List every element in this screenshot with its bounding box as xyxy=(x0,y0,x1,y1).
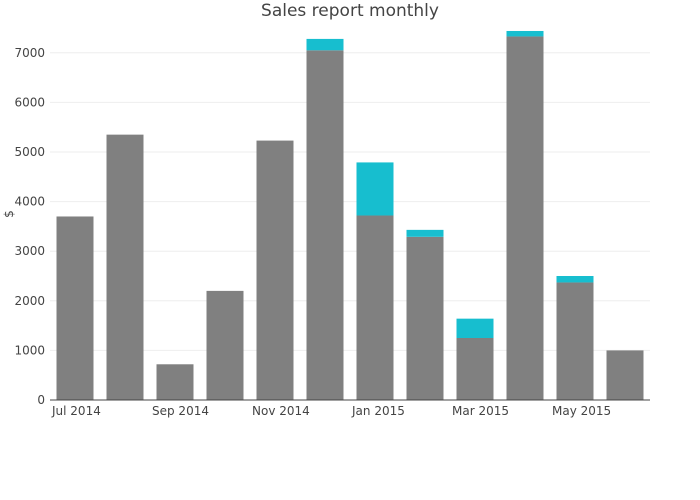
y-tick-label: 4000 xyxy=(14,195,45,209)
y-tick-label: 5000 xyxy=(14,145,45,159)
bar-series-1 xyxy=(106,134,144,400)
bar-series-2 xyxy=(406,229,444,237)
x-tick-label: May 2015 xyxy=(552,404,611,418)
bar-series-2 xyxy=(556,276,594,283)
bar-series-2 xyxy=(356,162,394,216)
x-axis-ticks: Jul 2014 Sep 2014 Nov 2014 Jan 2015 Mar 2015… xyxy=(51,404,611,418)
bars xyxy=(56,30,644,401)
bar-series-1 xyxy=(306,50,344,400)
bar-series-2 xyxy=(506,30,544,37)
bar-series-1 xyxy=(206,290,244,400)
x-tick-label: Jul 2014 xyxy=(51,404,101,418)
bar-series-1 xyxy=(356,215,394,400)
bar-series-1 xyxy=(606,350,644,400)
y-tick-label: 1000 xyxy=(14,343,45,357)
bar-series-1 xyxy=(556,282,594,400)
x-tick-label: Nov 2014 xyxy=(252,404,310,418)
bar-series-2 xyxy=(456,318,494,338)
chart-title: Sales report monthly xyxy=(261,1,439,21)
y-axis-label: $ xyxy=(2,210,16,218)
y-tick-label: 3000 xyxy=(14,244,45,258)
bar-series-2 xyxy=(306,38,344,51)
y-tick-label: 6000 xyxy=(14,95,45,109)
x-tick-label: Jan 2015 xyxy=(351,404,405,418)
y-tick-label: 2000 xyxy=(14,294,45,308)
y-axis-ticks: 0 1000 2000 3000 4000 5000 6000 7000 xyxy=(14,46,45,407)
bar-series-1 xyxy=(156,364,194,400)
x-tick-label: Mar 2015 xyxy=(452,404,509,418)
bar-series-1 xyxy=(406,236,444,400)
bar-series-1 xyxy=(506,36,544,401)
gridlines xyxy=(50,52,650,351)
y-tick-label: 7000 xyxy=(14,46,45,60)
x-tick-label: Sep 2014 xyxy=(152,404,209,418)
y-tick-label: 0 xyxy=(37,393,45,407)
bar-series-1 xyxy=(56,216,94,400)
bar-series-1 xyxy=(256,140,294,400)
bar-series-1 xyxy=(456,338,494,400)
